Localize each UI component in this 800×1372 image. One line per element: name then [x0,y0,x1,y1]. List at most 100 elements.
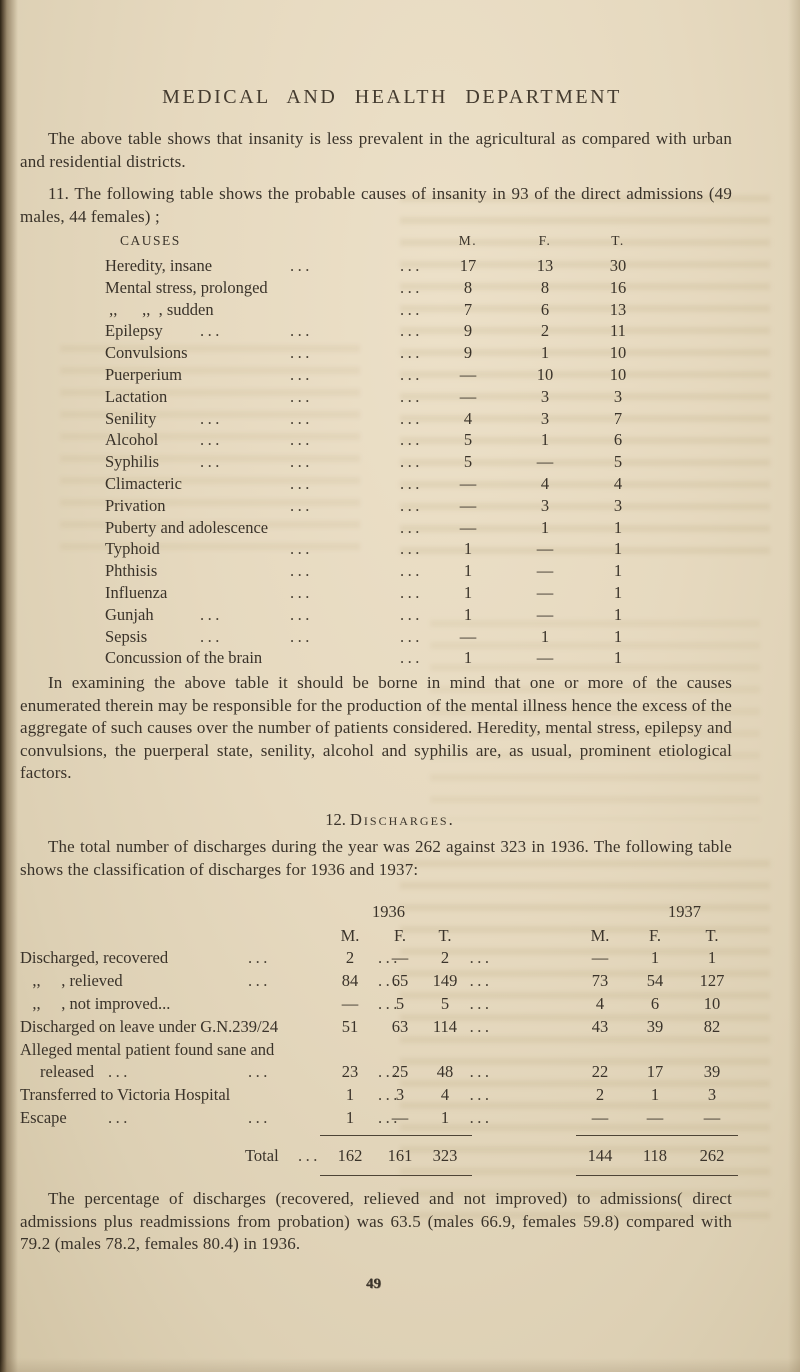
leader-dots: ... [400,321,423,341]
female-value: 4 [540,473,550,493]
value-1937: 82 [703,1017,721,1036]
book-gutter-shadow [0,0,18,1372]
value-1937: — [646,1108,664,1127]
discharge-label: ,, , not improved... [20,994,171,1013]
table-row: Alleged mental patient found sane and rel… [20,1040,780,1085]
female-column-header: F. [538,233,552,248]
leader-dots: ... [400,430,423,450]
page-number: 49 [366,1276,381,1292]
female-value: 2 [540,321,550,341]
male-value: 1 [463,604,473,624]
leader-dots: ... [378,1108,401,1127]
male-value: 9 [463,321,473,341]
female-value: 3 [540,495,550,515]
total-female-1937: 118 [642,1146,668,1165]
male-value: — [459,386,477,406]
female-value: 10 [536,364,554,384]
male-value: 5 [463,430,473,450]
leader-dots: ... [400,408,423,428]
cause-label: Concussion of the brain [105,648,263,668]
value-1936: — [391,1108,409,1127]
value-1937: 39 [646,1017,664,1036]
table-row: Senility......... 4 3 7 [105,409,665,431]
closing-paragraph: The percentage of discharges (recovered,… [20,1189,732,1253]
leader-dots: ... [400,648,423,668]
table-row: Epilepsy......... 9 2 11 [105,321,665,343]
year-1937-header: 1937 [668,902,701,921]
table-row: ,, , not improved...... — 5 5... 4 6 10 [20,994,780,1017]
value-1936: 2 [440,948,450,967]
causes-column-header: CAUSES [120,233,181,248]
total-total-1936: 323 [432,1146,458,1165]
value-1936: 4 [440,1085,450,1104]
leader-dots: ... [290,452,313,472]
leader-dots: ... [290,626,313,646]
total-value: 1 [613,604,623,624]
value-1936: 1 [345,1085,355,1104]
value-1936: 114 [432,1017,458,1036]
table-row: Escape......... 1—1... — — — [20,1108,780,1131]
male-value: 4 [463,408,473,428]
total-value: 4 [613,473,623,493]
total-male-1936: 162 [337,1146,363,1165]
section-number: 12. [325,810,346,829]
value-1936: 65 [391,971,409,990]
table-row: Concussion of the brain... 1 — 1 [105,648,665,670]
total-rule-bottom-right [576,1175,738,1176]
total-row: Total ... 162 161 323 144 118 262 [20,1146,780,1172]
value-1937: 39 [703,1062,721,1081]
cause-label: Puerperium [105,364,182,384]
discharge-label-continued: released [40,1062,95,1081]
value-1937: 6 [650,994,660,1013]
leader-dots: ... [290,495,313,515]
leader-dots: ... [400,539,423,559]
leader-dots: ... [400,364,423,384]
value-1936: 1 [345,1108,355,1127]
female-value: 3 [540,408,550,428]
total-value: 1 [613,626,623,646]
cause-label: Alcohol [105,430,159,450]
year-1936-header: 1936 [372,902,405,921]
year-separator-dots: ... [469,1062,493,1081]
total-value: 30 [609,256,627,275]
table-row: Discharged, recovered...... 2—2... —1 1 [20,948,780,971]
table-row: Climacteric...... — 4 4 [105,474,665,496]
leader-dots: ... [400,386,423,406]
leader-dots: ... [200,452,223,472]
table-row: Puberty and adolescence... — 1 1 [105,518,665,540]
male-1936-header: M. [340,926,360,945]
value-1937: — [703,1108,721,1127]
leader-dots: ... [400,452,423,472]
total-value: 1 [613,539,623,559]
value-1936: 149 [432,971,458,990]
discharges-classification-table: 1936 1937 M. F. T. M. F. T. Discharged, … [20,902,780,1180]
male-value: 7 [463,299,473,319]
total-value: 1 [613,582,623,602]
discharge-label: Escape [20,1108,67,1127]
cause-label: Privation [105,495,166,515]
female-value: 1 [540,430,550,450]
male-value: — [459,517,477,537]
cause-label: Mental stress, prolonged [105,277,268,297]
discharge-label: Discharged on leave under G.N.239/24 [20,1017,279,1036]
leader-dots: ... [400,473,423,493]
male-column-header: M. [458,233,478,248]
leader-dots: ... [400,299,423,319]
female-value: — [536,539,554,559]
leader-dots: ... [200,604,223,624]
year-separator-dots: ... [469,948,493,967]
discharges-section-heading: 12. Discharges. [34,810,746,830]
female-value: 1 [540,517,550,537]
intro-paragraph: The above table shows that insanity is l… [20,129,732,171]
discharge-label: Discharged, recovered [20,948,169,967]
value-1936: 3 [395,1085,405,1104]
value-1937: 22 [591,1062,609,1081]
value-1936: 23 [341,1062,359,1081]
total-value: 1 [613,648,623,668]
male-value: 8 [463,277,473,297]
male-value: — [459,364,477,384]
female-value: 1 [540,343,550,363]
cause-label: Lactation [105,386,168,406]
leader-dots: ... [290,364,313,384]
